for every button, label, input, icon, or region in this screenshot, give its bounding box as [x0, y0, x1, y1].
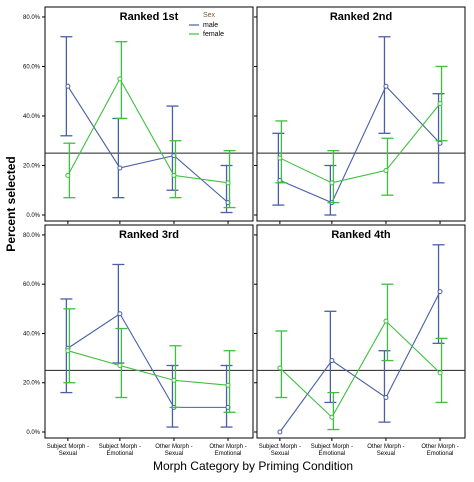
panel-title: Ranked 3rd — [119, 229, 179, 241]
data-point — [117, 311, 123, 317]
series-male — [272, 36, 445, 216]
data-point — [329, 180, 335, 186]
x-tick-label: Subject Morph -Sexual — [47, 444, 89, 457]
data-point — [329, 358, 335, 364]
data-point — [383, 395, 389, 401]
y-axis-label: Percent selected — [4, 156, 18, 251]
y-tick-label: 80.0% — [23, 15, 41, 21]
series-female — [275, 65, 448, 204]
data-point — [171, 172, 177, 178]
panel: 0.0% 20.0% 40.0% 60.0% 80.0% Ranked 1st Sex mal… — [23, 6, 254, 224]
series-line — [279, 85, 441, 204]
y-tick-label: 0.0% — [26, 213, 40, 219]
series-female — [63, 308, 236, 413]
x-tick-label: Other Morph -Sexual — [155, 444, 192, 457]
series-line — [67, 77, 229, 184]
y-tick-label: 0.0% — [26, 430, 40, 436]
panel-title: Ranked 4th — [331, 229, 391, 241]
panels: 0.0% 20.0% 40.0% 60.0% 80.0% Ranked 1st Sex mal… — [23, 6, 466, 457]
data-point — [383, 83, 389, 89]
data-point — [437, 101, 443, 107]
panel-title: Ranked 2nd — [330, 11, 392, 23]
data-point — [65, 172, 71, 178]
panel-frame — [256, 224, 466, 439]
panel-frame — [256, 6, 466, 222]
y-tick-label: 60.0% — [23, 282, 41, 288]
series-line — [279, 320, 441, 419]
data-point — [117, 362, 123, 368]
data-point — [117, 76, 123, 82]
series-male — [277, 244, 445, 435]
panel: 0.0% 20.0% 40.0% 60.0% 80.0% Subject Morph -S… — [23, 224, 254, 457]
y-tick-label: 40.0% — [23, 114, 41, 120]
panel: Subject Morph -Sexual Subject Morph -Emot… — [254, 224, 466, 457]
data-point — [225, 382, 231, 388]
data-point — [437, 289, 443, 295]
data-point — [277, 155, 283, 161]
x-tick-label: Subject Morph -Emotional — [311, 444, 353, 457]
x-tick-label: Other Morph -Emotional — [209, 444, 246, 457]
data-point — [225, 180, 231, 186]
y-tick-label: 20.0% — [23, 163, 41, 169]
data-point — [65, 348, 71, 354]
series-line — [279, 103, 441, 184]
data-point — [65, 83, 71, 89]
x-tick-label: Other Morph -Emotional — [421, 444, 458, 457]
legend-entry: female — [203, 31, 224, 38]
panel-frame — [44, 6, 254, 222]
legend: Sex male female — [189, 12, 224, 38]
legend-title: Sex — [203, 12, 216, 19]
legend-entry: male — [203, 22, 218, 29]
y-tick-label: 80.0% — [23, 233, 41, 239]
data-point — [277, 365, 283, 371]
data-point — [437, 370, 443, 376]
panel-frame — [44, 224, 254, 439]
series-female — [63, 41, 236, 209]
panel: Ranked 2nd — [254, 6, 466, 224]
data-point — [383, 318, 389, 324]
data-point — [437, 140, 443, 146]
y-tick-label: 60.0% — [23, 64, 41, 70]
data-point — [329, 414, 335, 420]
series-line — [67, 350, 229, 386]
series-line — [67, 312, 229, 408]
x-axis-label: Morph Category by Priming Condition — [153, 459, 353, 473]
data-point — [171, 377, 177, 383]
y-tick-label: 20.0% — [23, 381, 41, 387]
data-point — [117, 165, 123, 171]
x-tick-label: Subject Morph -Emotional — [99, 444, 141, 457]
x-tick-label: Subject Morph -Sexual — [259, 444, 301, 457]
series-female — [275, 283, 448, 431]
data-point — [383, 167, 389, 173]
panel-title: Ranked 1st — [120, 11, 179, 23]
y-tick-label: 40.0% — [23, 331, 41, 337]
series-male — [60, 263, 233, 428]
series-line — [279, 291, 441, 433]
x-tick-label: Other Morph -Sexual — [367, 444, 404, 457]
data-point — [277, 429, 283, 435]
